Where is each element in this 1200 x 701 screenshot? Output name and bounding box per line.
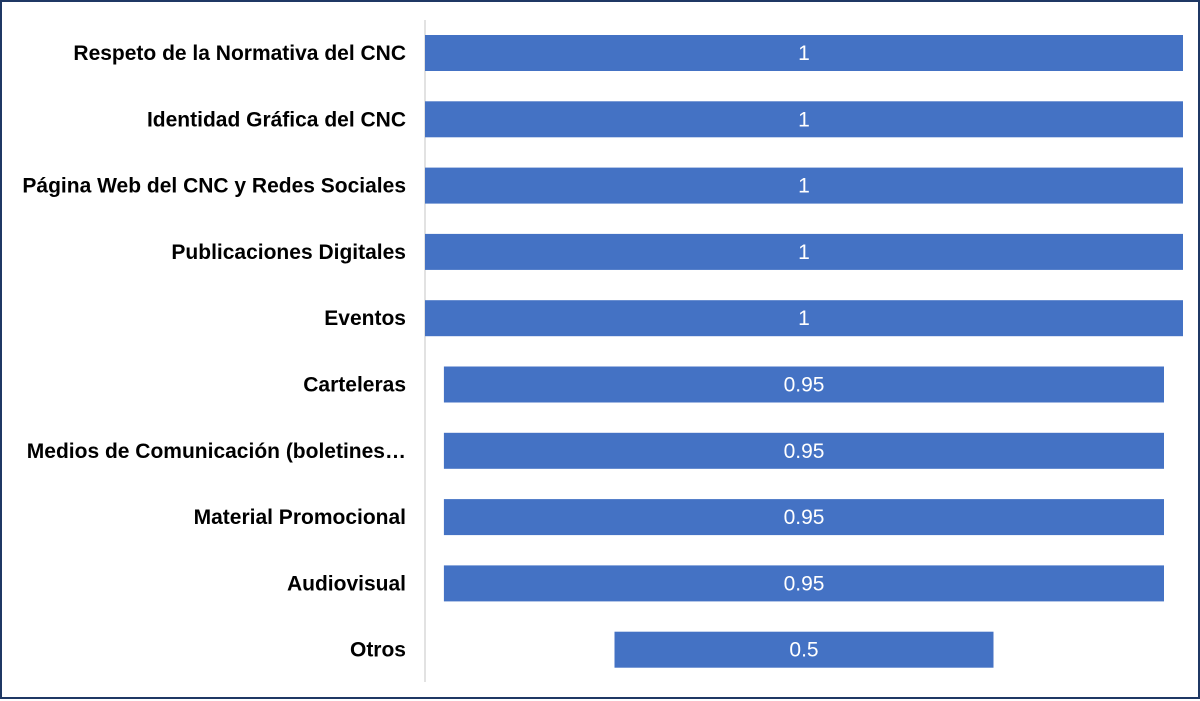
bar — [425, 35, 1183, 71]
data-label: 1 — [798, 108, 810, 131]
category-label: Identidad Gráfica del CNC — [147, 108, 406, 131]
data-label: 1 — [798, 175, 810, 198]
bar — [425, 233, 1183, 270]
data-label: 0.5 — [789, 639, 818, 662]
category-label: Medios de Comunicación (boletines… — [27, 440, 406, 463]
data-label: 1 — [798, 42, 810, 65]
category-label: Otros — [350, 639, 406, 662]
data-label: 0.95 — [784, 572, 825, 595]
bar — [443, 499, 1164, 536]
bar — [425, 101, 1183, 138]
category-label: Respeto de la Normativa del CNC — [73, 42, 406, 65]
bar — [614, 631, 994, 668]
bar — [443, 366, 1164, 403]
bar — [443, 432, 1164, 469]
category-label: Audiovisual — [287, 572, 406, 595]
bar — [425, 167, 1183, 204]
data-label: 0.95 — [784, 506, 825, 529]
bar — [425, 300, 1183, 337]
category-label: Material Promocional — [194, 506, 406, 529]
data-label: 1 — [798, 307, 810, 330]
category-label: Publicaciones Digitales — [171, 241, 406, 264]
category-label: Eventos — [324, 307, 406, 330]
data-label: 1 — [798, 241, 810, 264]
data-label: 0.95 — [784, 440, 825, 463]
bar — [443, 565, 1164, 602]
category-label: Carteleras — [303, 374, 406, 397]
category-label: Página Web del CNC y Redes Sociales — [22, 175, 406, 198]
data-label: 0.95 — [784, 374, 825, 397]
